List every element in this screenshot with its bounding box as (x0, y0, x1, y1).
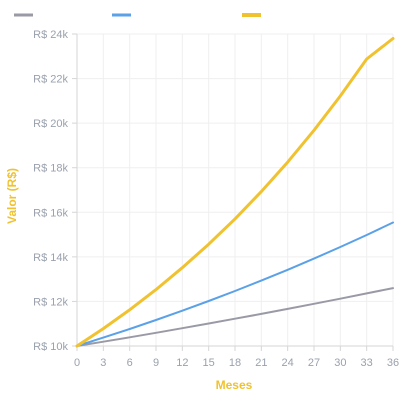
x-tick-label: 30 (334, 357, 346, 369)
x-tick-label: 24 (282, 357, 294, 369)
y-tick-label: R$ 10k (33, 341, 68, 353)
series-lines (75, 37, 395, 348)
x-tick-label: 15 (203, 357, 215, 369)
x-tick-label: 36 (387, 357, 399, 369)
x-axis-title: Meses (216, 378, 253, 392)
axes (72, 33, 394, 351)
y-axis-title: Valor (R$) (5, 168, 19, 224)
y-tick-label: R$ 14k (33, 252, 68, 264)
x-axis-ticks: 0 3 6 9 12 15 18 21 24 27 30 33 36 (74, 357, 399, 369)
x-tick-label: 27 (308, 357, 320, 369)
y-tick-label: R$ 24k (33, 29, 68, 41)
y-tick-label: R$ 12k (33, 296, 68, 308)
x-tick-label: 21 (255, 357, 267, 369)
x-tick-label: 3 (100, 357, 106, 369)
x-tick-label: 12 (176, 357, 188, 369)
x-tick-label: 0 (74, 357, 80, 369)
x-tick-label: 18 (229, 357, 241, 369)
series-line-2 (76, 221, 394, 347)
grid (76, 33, 394, 347)
x-tick-label: 9 (153, 357, 159, 369)
y-tick-label: R$ 20k (33, 118, 68, 130)
x-tick-label: 33 (361, 357, 373, 369)
y-axis-ticks: R$ 10k R$ 12k R$ 14k R$ 16k R$ 18k R$ 20k R$ 2… (33, 29, 68, 353)
series-line-3 (75, 37, 395, 348)
y-tick-label: R$ 18k (33, 163, 68, 175)
series-line-1 (76, 287, 394, 347)
x-tick-label: 6 (127, 357, 133, 369)
y-tick-label: R$ 22k (33, 74, 68, 86)
y-tick-label: R$ 16k (33, 207, 68, 219)
